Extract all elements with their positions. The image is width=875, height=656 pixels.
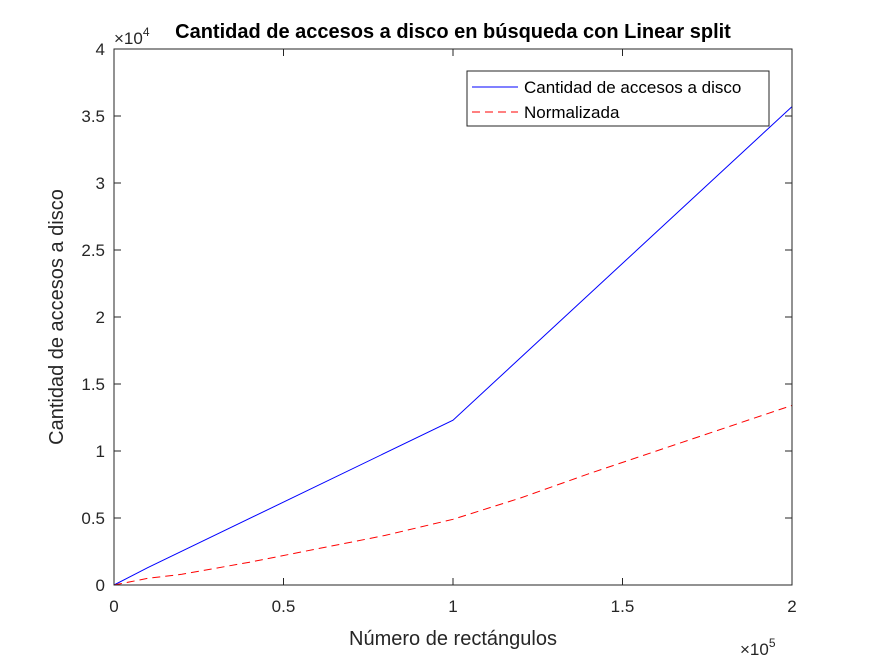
x-multiplier-base: ×10	[740, 640, 769, 656]
y-tick-label: 1.5	[81, 375, 105, 394]
y-tick-label: 2	[96, 308, 105, 327]
y-tick-label: 2.5	[81, 241, 105, 260]
y-tick-label: 4	[96, 40, 105, 59]
x-tick-label: 0	[109, 597, 118, 616]
y-tick-label: 1	[96, 442, 105, 461]
y-multiplier-exponent: 4	[143, 25, 150, 39]
chart-title: Cantidad de accesos a disco en búsqueda …	[175, 21, 731, 43]
x-axis-label: Número de rectángulos	[349, 628, 557, 650]
series-line-normalizada	[113, 404, 793, 586]
y-tick-label: 3	[96, 174, 105, 193]
legend: Cantidad de accesos a disco Normalizada	[466, 70, 770, 127]
y-tick-label: 0.5	[81, 509, 105, 528]
ticks-layer: 0 0.5 1 1.5 2 0 0.5 1 1.5 2 2.5 3 3.5 4	[81, 40, 796, 616]
legend-label-normalizada: Normalizada	[524, 103, 620, 122]
legend-label-cantidad: Cantidad de accesos a disco	[524, 78, 741, 97]
x-tick-label: 0.5	[272, 597, 296, 616]
x-tick-label: 1	[448, 597, 457, 616]
plot-area	[113, 48, 793, 586]
x-multiplier-exponent: 5	[769, 636, 776, 650]
y-tick-label: 3.5	[81, 107, 105, 126]
y-multiplier-base: ×10	[114, 29, 143, 48]
y-axis-label: Cantidad de accesos a disco	[46, 189, 68, 445]
legend-box	[466, 70, 770, 127]
series-line-cantidad	[113, 106, 793, 586]
series-layer	[113, 106, 793, 586]
x-tick-label: 1.5	[611, 597, 635, 616]
y-multiplier: ×104	[114, 25, 150, 48]
x-multiplier: ×105	[740, 636, 776, 656]
y-tick-label: 0	[96, 576, 105, 595]
x-tick-label: 2	[787, 597, 796, 616]
